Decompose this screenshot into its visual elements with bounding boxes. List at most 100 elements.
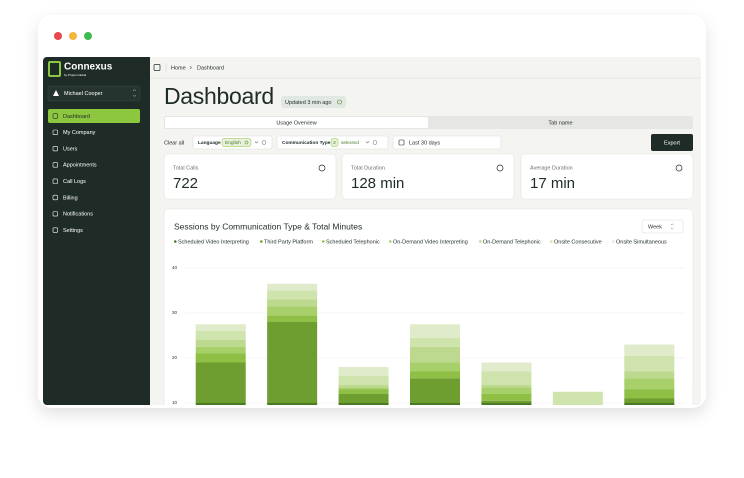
bar-segment bbox=[481, 362, 532, 372]
nav-icon bbox=[52, 113, 58, 119]
user-icon bbox=[53, 90, 59, 96]
export-label: Export bbox=[664, 140, 680, 146]
tab-active bbox=[165, 117, 428, 128]
bar-segment bbox=[267, 299, 318, 307]
bar-segment bbox=[481, 400, 532, 403]
chevron bbox=[254, 141, 259, 144]
nav-icon bbox=[52, 178, 58, 184]
bar-segment bbox=[338, 403, 389, 405]
language-value: English bbox=[225, 140, 241, 146]
bar-segment bbox=[410, 324, 460, 338]
bar-segment bbox=[267, 306, 318, 316]
bar-segment bbox=[338, 367, 389, 376]
nav-item[interactable]: Settings bbox=[63, 228, 83, 234]
legend-swatch bbox=[612, 240, 615, 243]
export-button[interactable] bbox=[651, 134, 693, 151]
nav-icon bbox=[52, 194, 58, 201]
nav-item[interactable]: Notifications bbox=[63, 212, 93, 218]
bar-segment bbox=[481, 394, 532, 401]
bar-segment bbox=[624, 371, 675, 379]
calendar-icon bbox=[398, 139, 405, 146]
date-filter[interactable] bbox=[392, 135, 502, 150]
bar-segment bbox=[624, 403, 675, 405]
bar-segment bbox=[338, 389, 389, 394]
y-tick-label: 30 bbox=[172, 310, 178, 315]
bar-segment bbox=[624, 389, 675, 399]
nav-item[interactable]: Call Logs bbox=[63, 179, 86, 185]
bar-segment bbox=[552, 391, 603, 405]
bar-segment bbox=[410, 346, 460, 363]
bar-segment bbox=[267, 290, 318, 300]
maximize-dot[interactable] bbox=[84, 32, 92, 40]
y-tick-label: 10 bbox=[172, 400, 178, 405]
date-value: Last 30 days bbox=[409, 140, 440, 146]
communication-label: Communication Type bbox=[282, 140, 331, 146]
bar-segment bbox=[481, 371, 532, 385]
stat-card bbox=[163, 153, 337, 200]
tab[interactable]: Usage Overview bbox=[276, 120, 316, 126]
nav-item[interactable]: Billing bbox=[63, 195, 78, 201]
pill-remove[interactable] bbox=[244, 140, 249, 145]
updated-badge bbox=[281, 96, 346, 108]
nav-icon bbox=[52, 129, 58, 135]
close-dot[interactable] bbox=[54, 32, 62, 40]
legend-label: Scheduled Telephonic bbox=[326, 239, 380, 245]
chart-title: Sessions by Communication Type & Total M… bbox=[174, 221, 362, 231]
bar-segment bbox=[338, 376, 389, 385]
bar-segment bbox=[195, 346, 246, 354]
period-select[interactable] bbox=[641, 219, 684, 234]
bar-segment bbox=[481, 385, 532, 388]
refresh-icon[interactable] bbox=[337, 99, 342, 105]
clear-filter[interactable] bbox=[261, 140, 267, 145]
nav-item[interactable]: Appointments bbox=[63, 163, 97, 169]
minimize-dot[interactable] bbox=[69, 32, 77, 40]
nav-item[interactable]: My Company bbox=[63, 130, 96, 136]
logo-icon bbox=[48, 61, 61, 77]
tab[interactable]: Tab name bbox=[548, 120, 572, 126]
y-tick-label: 20 bbox=[172, 355, 178, 360]
bar-segment bbox=[624, 398, 675, 403]
count-suffix: selected bbox=[341, 140, 359, 146]
legend-label: On-Demand Video Interpreting bbox=[393, 239, 468, 245]
language-label: Language bbox=[198, 140, 221, 146]
nav-icon bbox=[52, 227, 58, 233]
bar-segment bbox=[624, 344, 675, 356]
stat-card bbox=[341, 153, 515, 200]
sidebar-toggle[interactable] bbox=[153, 64, 161, 71]
bar-segment bbox=[267, 315, 318, 322]
nav-icon bbox=[52, 146, 58, 152]
nav-item[interactable]: Dashboard bbox=[63, 114, 90, 120]
clear-all[interactable]: Clear all bbox=[164, 140, 184, 146]
stat-icon bbox=[675, 164, 683, 172]
stat-label: Total Duration bbox=[351, 165, 385, 171]
user-name: Michael Cooper bbox=[64, 91, 103, 97]
chevron bbox=[365, 141, 370, 144]
bar-segment bbox=[195, 403, 246, 405]
bar-segment bbox=[267, 322, 318, 403]
nav-icon bbox=[52, 162, 58, 168]
breadcrumb-home[interactable]: Home bbox=[171, 65, 186, 71]
stat-card bbox=[520, 153, 694, 200]
bar-segment bbox=[338, 385, 389, 388]
brand: Connexus bbox=[64, 62, 113, 73]
stat-icon bbox=[496, 164, 504, 172]
bar-segment bbox=[195, 340, 246, 347]
select-chevron bbox=[670, 223, 674, 230]
bar-segment bbox=[338, 394, 389, 403]
legend-swatch bbox=[174, 240, 177, 243]
stat-icon bbox=[318, 164, 326, 172]
stat-value: 17 min bbox=[530, 175, 575, 192]
bar-segment bbox=[481, 387, 532, 394]
clear-filter[interactable] bbox=[372, 140, 378, 145]
app: Connexus by Propio Global Michael Cooper… bbox=[43, 57, 701, 405]
nav-item[interactable]: Users bbox=[63, 146, 78, 152]
nav-active-bg bbox=[48, 109, 140, 123]
count-pill bbox=[330, 138, 339, 147]
bar-segment bbox=[267, 283, 318, 291]
user-switcher[interactable] bbox=[47, 85, 141, 102]
legend-label: Third Party Platform bbox=[264, 239, 313, 245]
legend-label: On-Demand Telephonic bbox=[483, 239, 541, 245]
legend-label: Scheduled Video Interpreting bbox=[178, 239, 249, 245]
count-value: 2 bbox=[333, 140, 336, 146]
